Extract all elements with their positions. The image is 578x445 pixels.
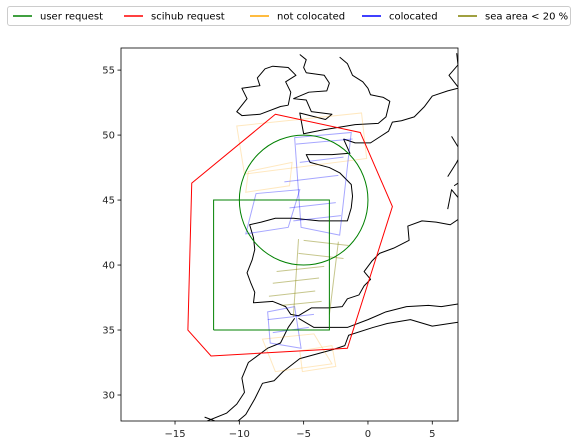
series-not-colocated <box>236 112 368 373</box>
sea-area-20-polyline-5 <box>281 300 322 306</box>
sea-area-20-polyline-4 <box>268 290 316 297</box>
coastline-9 <box>298 303 458 328</box>
coastline-10 <box>237 319 458 421</box>
y-tick-label: 30 <box>102 391 115 402</box>
x-tick-label: −15 <box>164 429 185 440</box>
x-tick-label: −10 <box>229 429 250 440</box>
legend-label-user-request: user request <box>40 12 103 23</box>
y-tick-label: 40 <box>102 261 115 272</box>
plot-content <box>187 53 458 421</box>
legend-label-scihub-request: scihub request <box>151 12 225 23</box>
sea-area-20-polyline-3 <box>272 277 320 284</box>
sea-area-20-polyline-6 <box>292 239 300 318</box>
colocated-polyline-4 <box>299 156 344 163</box>
colocated-polygon-1 <box>245 189 301 235</box>
coastline-11 <box>204 416 239 421</box>
sea-area-20-polyline-1 <box>298 252 344 260</box>
y-tick-label: 45 <box>102 196 115 207</box>
user-request-rect-0 <box>213 199 330 331</box>
y-tick-label: 35 <box>102 326 115 337</box>
y-tick-label: 55 <box>102 66 115 77</box>
colocated-polyline-6 <box>289 202 336 209</box>
x-tick-label: −5 <box>296 429 311 440</box>
colocated-polyline-3 <box>295 138 353 145</box>
legend-label-not-colocated: not colocated <box>277 12 345 23</box>
scihub-request-polygon-0 <box>187 113 393 357</box>
x-tick-label: 5 <box>429 429 435 440</box>
coastline-0 <box>293 56 391 135</box>
plot-area <box>187 53 458 421</box>
coastline-6 <box>447 159 458 177</box>
plot-frame <box>120 47 459 422</box>
colocated-polygon-2 <box>267 306 302 349</box>
x-tick-label: 0 <box>365 429 371 440</box>
legend-label-colocated: colocated <box>389 12 438 23</box>
series-sea-area-20 <box>268 239 349 318</box>
coastline-5 <box>448 53 458 88</box>
coastline-13 <box>451 136 458 148</box>
coastlines <box>204 53 458 421</box>
coastline-4 <box>343 87 458 144</box>
coastline-12 <box>453 182 458 187</box>
series-colocated <box>245 131 353 349</box>
not-colocated-polygon-3 <box>299 345 337 373</box>
colocated-polygon-0 <box>294 131 352 236</box>
sea-area-20-polyline-2 <box>276 265 325 273</box>
not-colocated-polygon-0 <box>236 112 368 175</box>
colocated-polyline-5 <box>284 174 339 183</box>
not-colocated-polygon-1 <box>245 161 293 193</box>
y-tick-label: 50 <box>102 131 115 142</box>
axes: −15 −10 −5 0 5 30 35 40 45 50 55 <box>102 47 459 440</box>
user-request-circle-1 <box>238 134 369 266</box>
series-scihub-request <box>187 113 393 357</box>
coastline-8 <box>206 318 296 421</box>
coastline-1 <box>293 54 330 100</box>
not-colocated-polygon-2 <box>261 333 333 373</box>
coastline-2 <box>236 65 297 117</box>
legend: user request scihub request not colocated c… <box>7 6 571 26</box>
coastline-7 <box>447 189 458 210</box>
series-user-request <box>213 134 369 331</box>
colocated-polyline-7 <box>293 215 342 222</box>
legend-label-sea-area-20: sea area < 20 % <box>485 12 568 23</box>
sea-area-20-polyline-7 <box>328 241 339 315</box>
colocated-polyline-8 <box>267 313 314 321</box>
legend-box <box>7 6 571 26</box>
sea-area-20-polyline-0 <box>303 239 349 247</box>
